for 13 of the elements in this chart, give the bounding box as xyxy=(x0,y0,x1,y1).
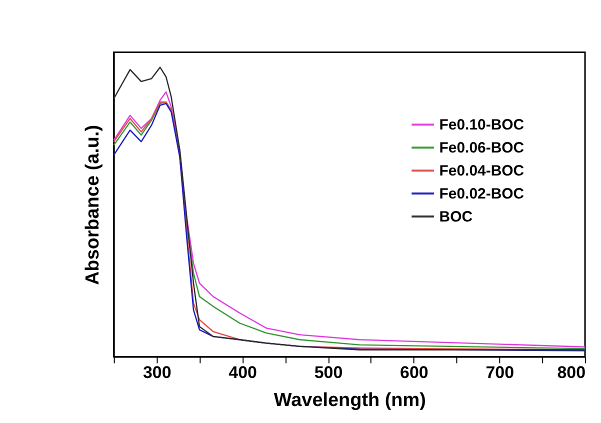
legend-label: Fe0.10-BOC xyxy=(439,116,524,134)
legend-label: BOC xyxy=(439,208,473,226)
legend-label: Fe0.04-BOC xyxy=(439,162,524,180)
x-tick-label: 300 xyxy=(142,363,172,382)
legend-label: Fe0.06-BOC xyxy=(439,140,524,157)
x-tick-label: 500 xyxy=(314,363,343,382)
x-tick-label: 400 xyxy=(228,363,257,382)
legend-label: Fe0.02-BOC xyxy=(439,186,524,203)
x-tick-label: 800 xyxy=(557,363,586,382)
y-axis-title: Absorbance (a.u.) xyxy=(82,124,104,286)
x-tick-label: 600 xyxy=(400,363,428,382)
x-tick-label: 700 xyxy=(486,363,514,382)
x-axis-title: Wavelength (nm) xyxy=(274,390,426,412)
